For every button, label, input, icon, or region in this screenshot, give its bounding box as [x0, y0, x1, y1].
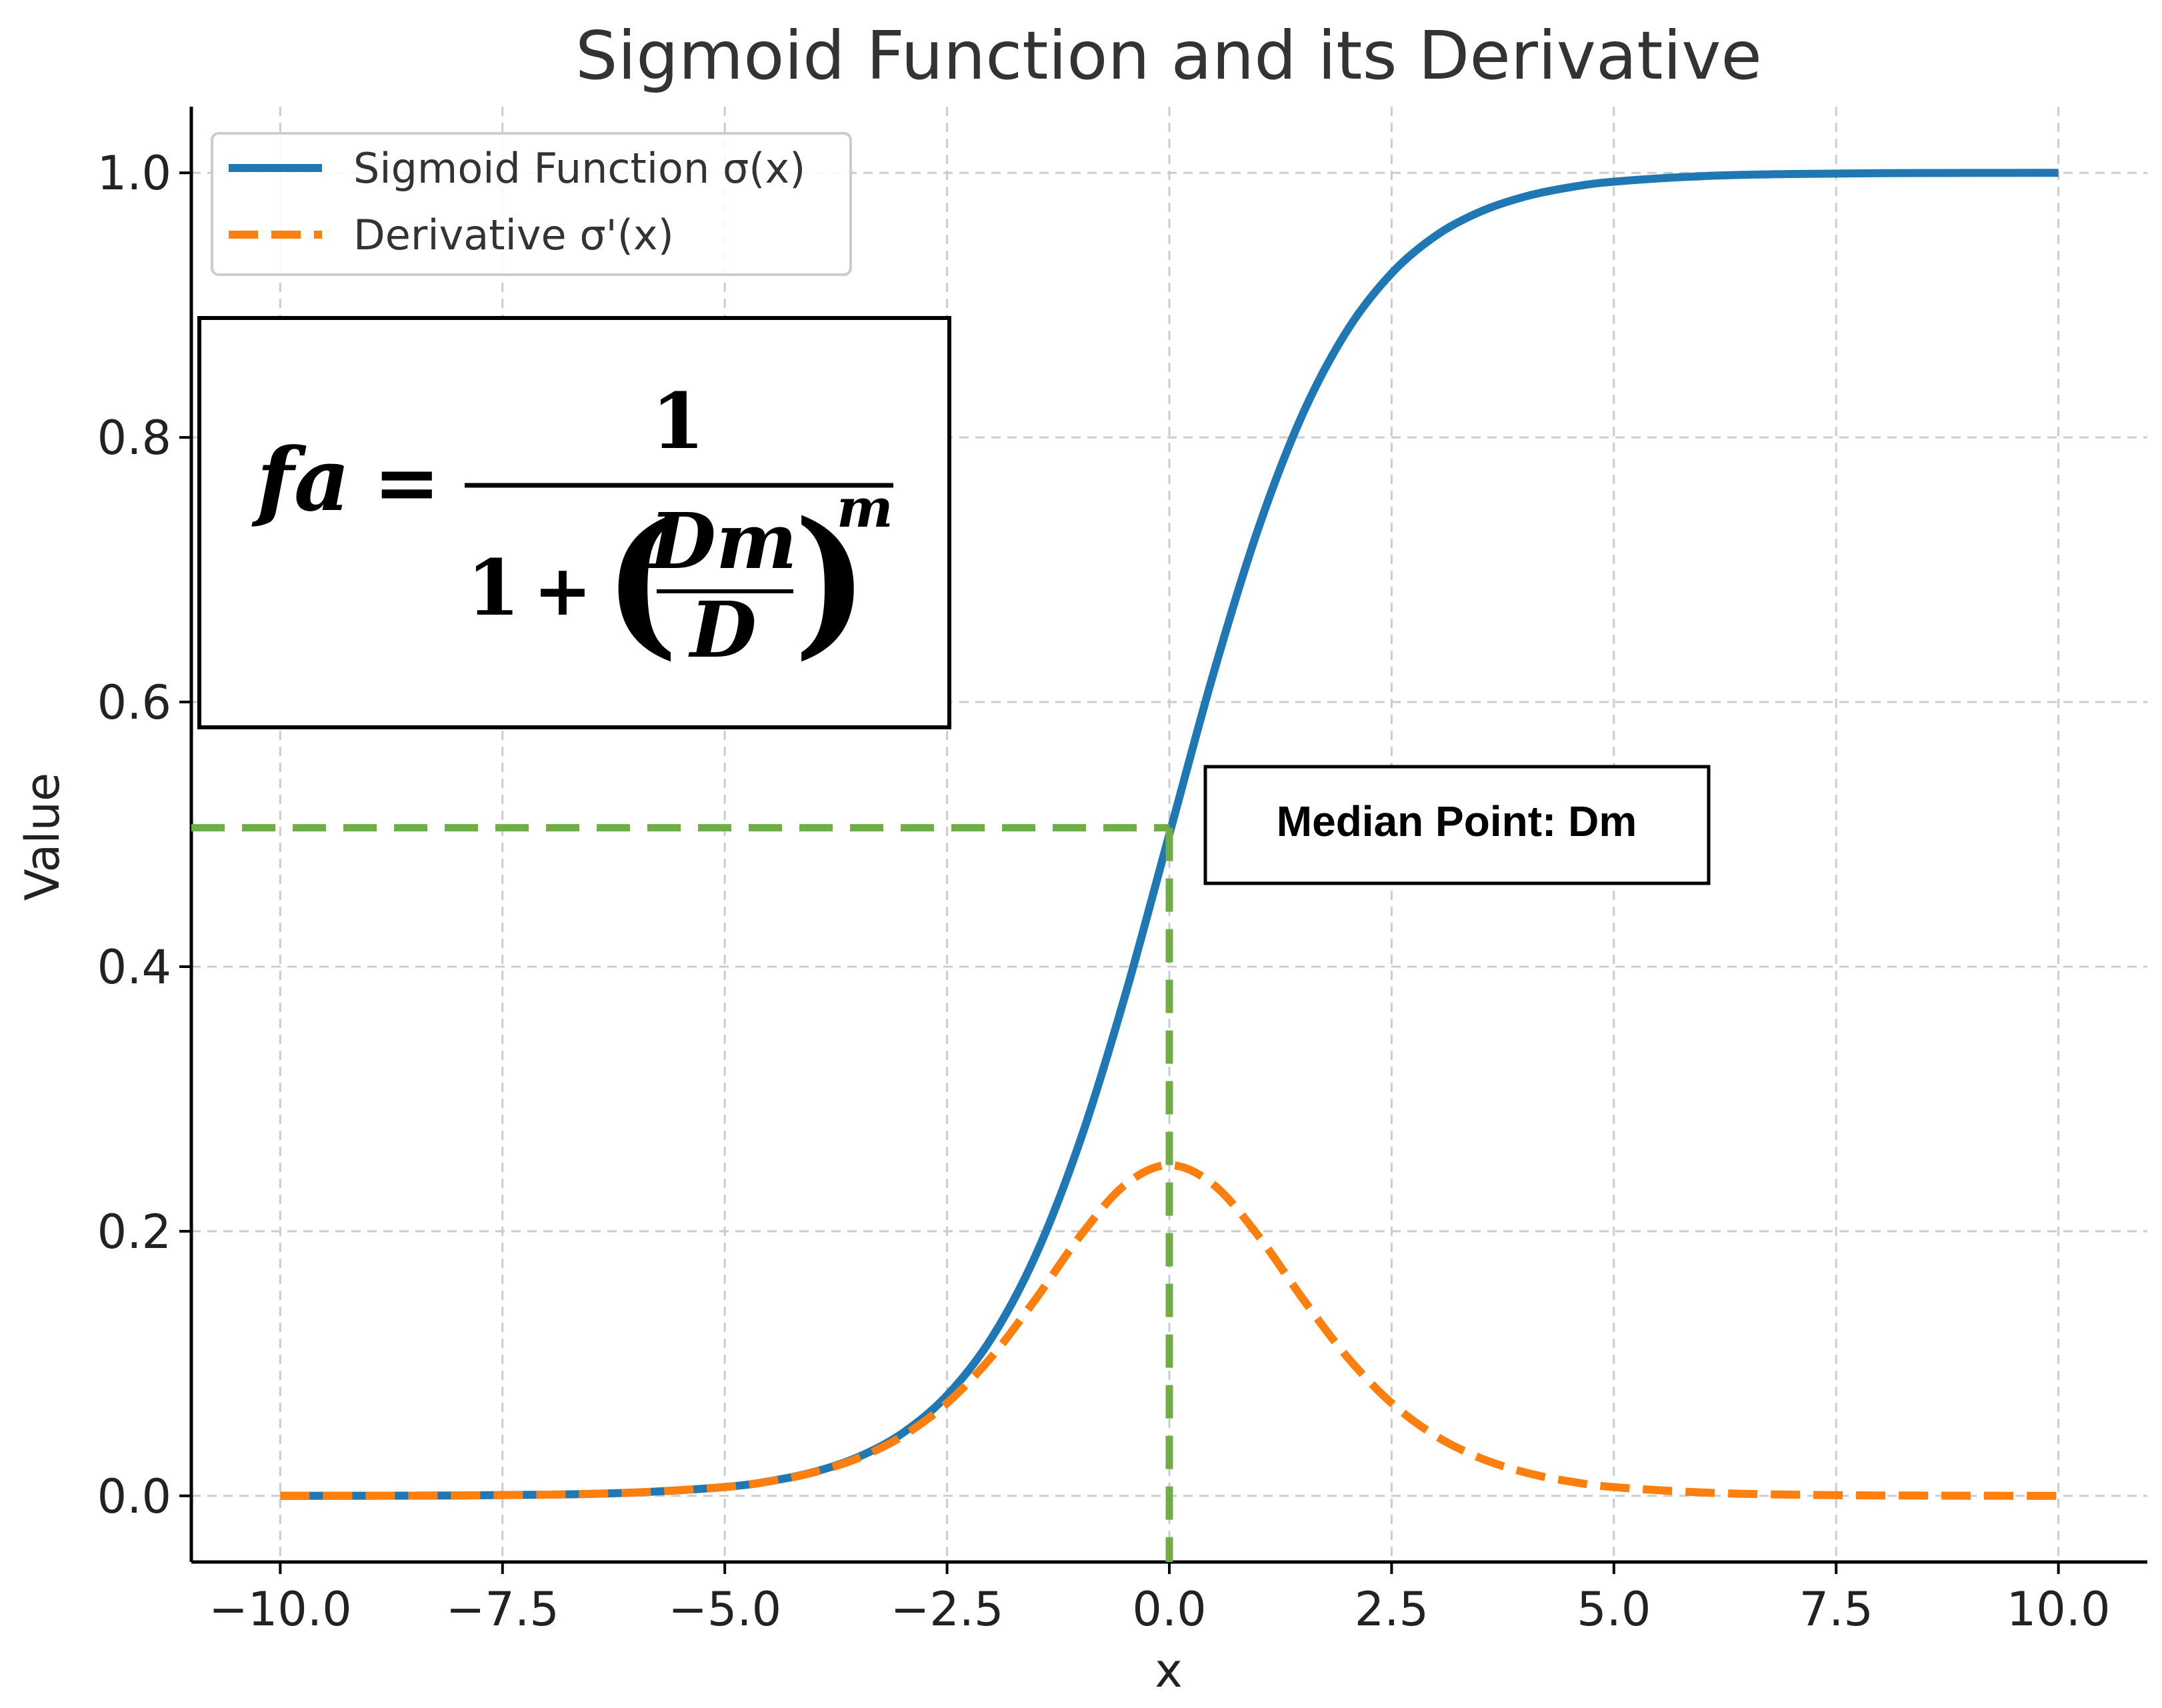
legend: Sigmoid Function σ(x) Derivative σ'(x)	[211, 132, 852, 276]
formula-denominator-one: 1	[467, 543, 520, 633]
formula-equals: =	[373, 435, 441, 529]
y-tick-label: 0.2	[97, 1205, 171, 1259]
formula-lhs: fa	[251, 429, 350, 531]
y-tick-label: 0.4	[97, 940, 171, 995]
x-tick-label: −5.0	[668, 1582, 781, 1637]
formula-inner-numerator: Dm	[647, 497, 797, 587]
legend-label-derivative: Derivative σ'(x)	[353, 211, 674, 259]
y-axis-ticks: 0.0 0.2 0.4 0.6 0.8 1.0	[97, 146, 191, 1524]
x-tick-label: −7.5	[446, 1582, 559, 1637]
y-tick-label: 1.0	[97, 146, 171, 201]
formula-frame	[197, 316, 951, 729]
series-line-derivative	[280, 1161, 2059, 1500]
formula-exponent: m	[837, 477, 893, 539]
x-tick-label: 2.5	[1355, 1582, 1429, 1637]
x-tick-label: 0.0	[1132, 1582, 1206, 1637]
x-axis-label: x	[1155, 1643, 1182, 1698]
median-reference-lines	[191, 824, 1173, 1562]
y-tick-label: 0.0	[97, 1469, 171, 1524]
formula-open-paren: (	[603, 487, 679, 675]
x-tick-label: 10.0	[2007, 1582, 2111, 1637]
y-axis-label: Value	[15, 773, 70, 901]
chart-title: Sigmoid Function and its Derivative	[575, 17, 1762, 95]
formula-plus: +	[533, 549, 592, 631]
legend-label-sigmoid: Sigmoid Function σ(x)	[353, 144, 805, 193]
x-tick-label: 5.0	[1577, 1582, 1651, 1637]
x-tick-label: −2.5	[891, 1582, 1004, 1637]
formula-numerator: 1	[651, 377, 705, 467]
median-label-box	[1203, 765, 1711, 885]
y-tick-label: 0.8	[97, 411, 171, 465]
median-label: Median Point: Dm	[1277, 797, 1637, 845]
formula-close-paren: )	[793, 487, 869, 675]
x-tick-label: −10.0	[209, 1582, 352, 1637]
x-tick-label: 7.5	[1799, 1582, 1873, 1637]
formula-box: fa = 1 1 + ( Dm D ) m	[197, 316, 951, 729]
legend-frame	[211, 132, 852, 276]
formula-inner-denominator: D	[688, 585, 757, 675]
y-tick-label: 0.6	[97, 675, 171, 730]
x-axis-ticks: −10.0 −7.5 −5.0 −2.5 0.0 2.5 5.0 7.5 10.0	[209, 1562, 2111, 1637]
median-annotation: Median Point: Dm	[1203, 765, 1711, 885]
